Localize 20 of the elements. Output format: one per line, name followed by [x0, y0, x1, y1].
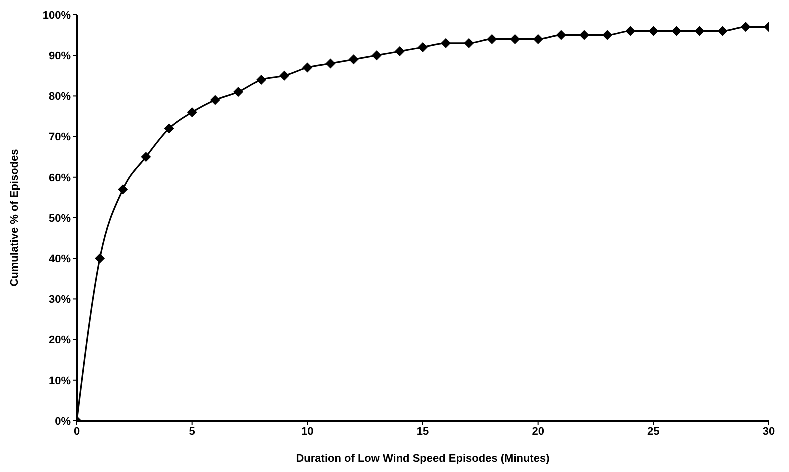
x-tick-label: 25 — [648, 426, 660, 438]
x-tick-label: 0 — [74, 426, 80, 438]
x-tick-label: 20 — [532, 426, 544, 438]
y-tick-label: 60% — [48, 172, 72, 184]
y-axis-title: Cumulative % of Episodes — [8, 149, 21, 287]
y-tick-label: 10% — [48, 375, 72, 388]
x-tick-label: 5 — [189, 426, 196, 438]
y-tick-label: 30% — [48, 294, 72, 306]
y-tick-label: 80% — [48, 91, 72, 104]
y-tick-label: 100% — [42, 10, 72, 22]
y-tick-label: 40% — [48, 254, 72, 266]
y-tick-label: 0% — [55, 416, 72, 428]
x-tick-label: 30 — [762, 426, 776, 438]
y-tick-label: 90% — [48, 50, 72, 63]
x-tick-label: 15 — [416, 426, 430, 438]
x-axis-title: Duration of Low Wind Speed Episodes (Minutes) — [296, 453, 550, 465]
y-tick-label: 50% — [48, 212, 72, 225]
x-tick-label: 10 — [302, 426, 314, 438]
y-tick-label: 70% — [48, 132, 72, 144]
y-tick-label: 20% — [48, 334, 72, 347]
